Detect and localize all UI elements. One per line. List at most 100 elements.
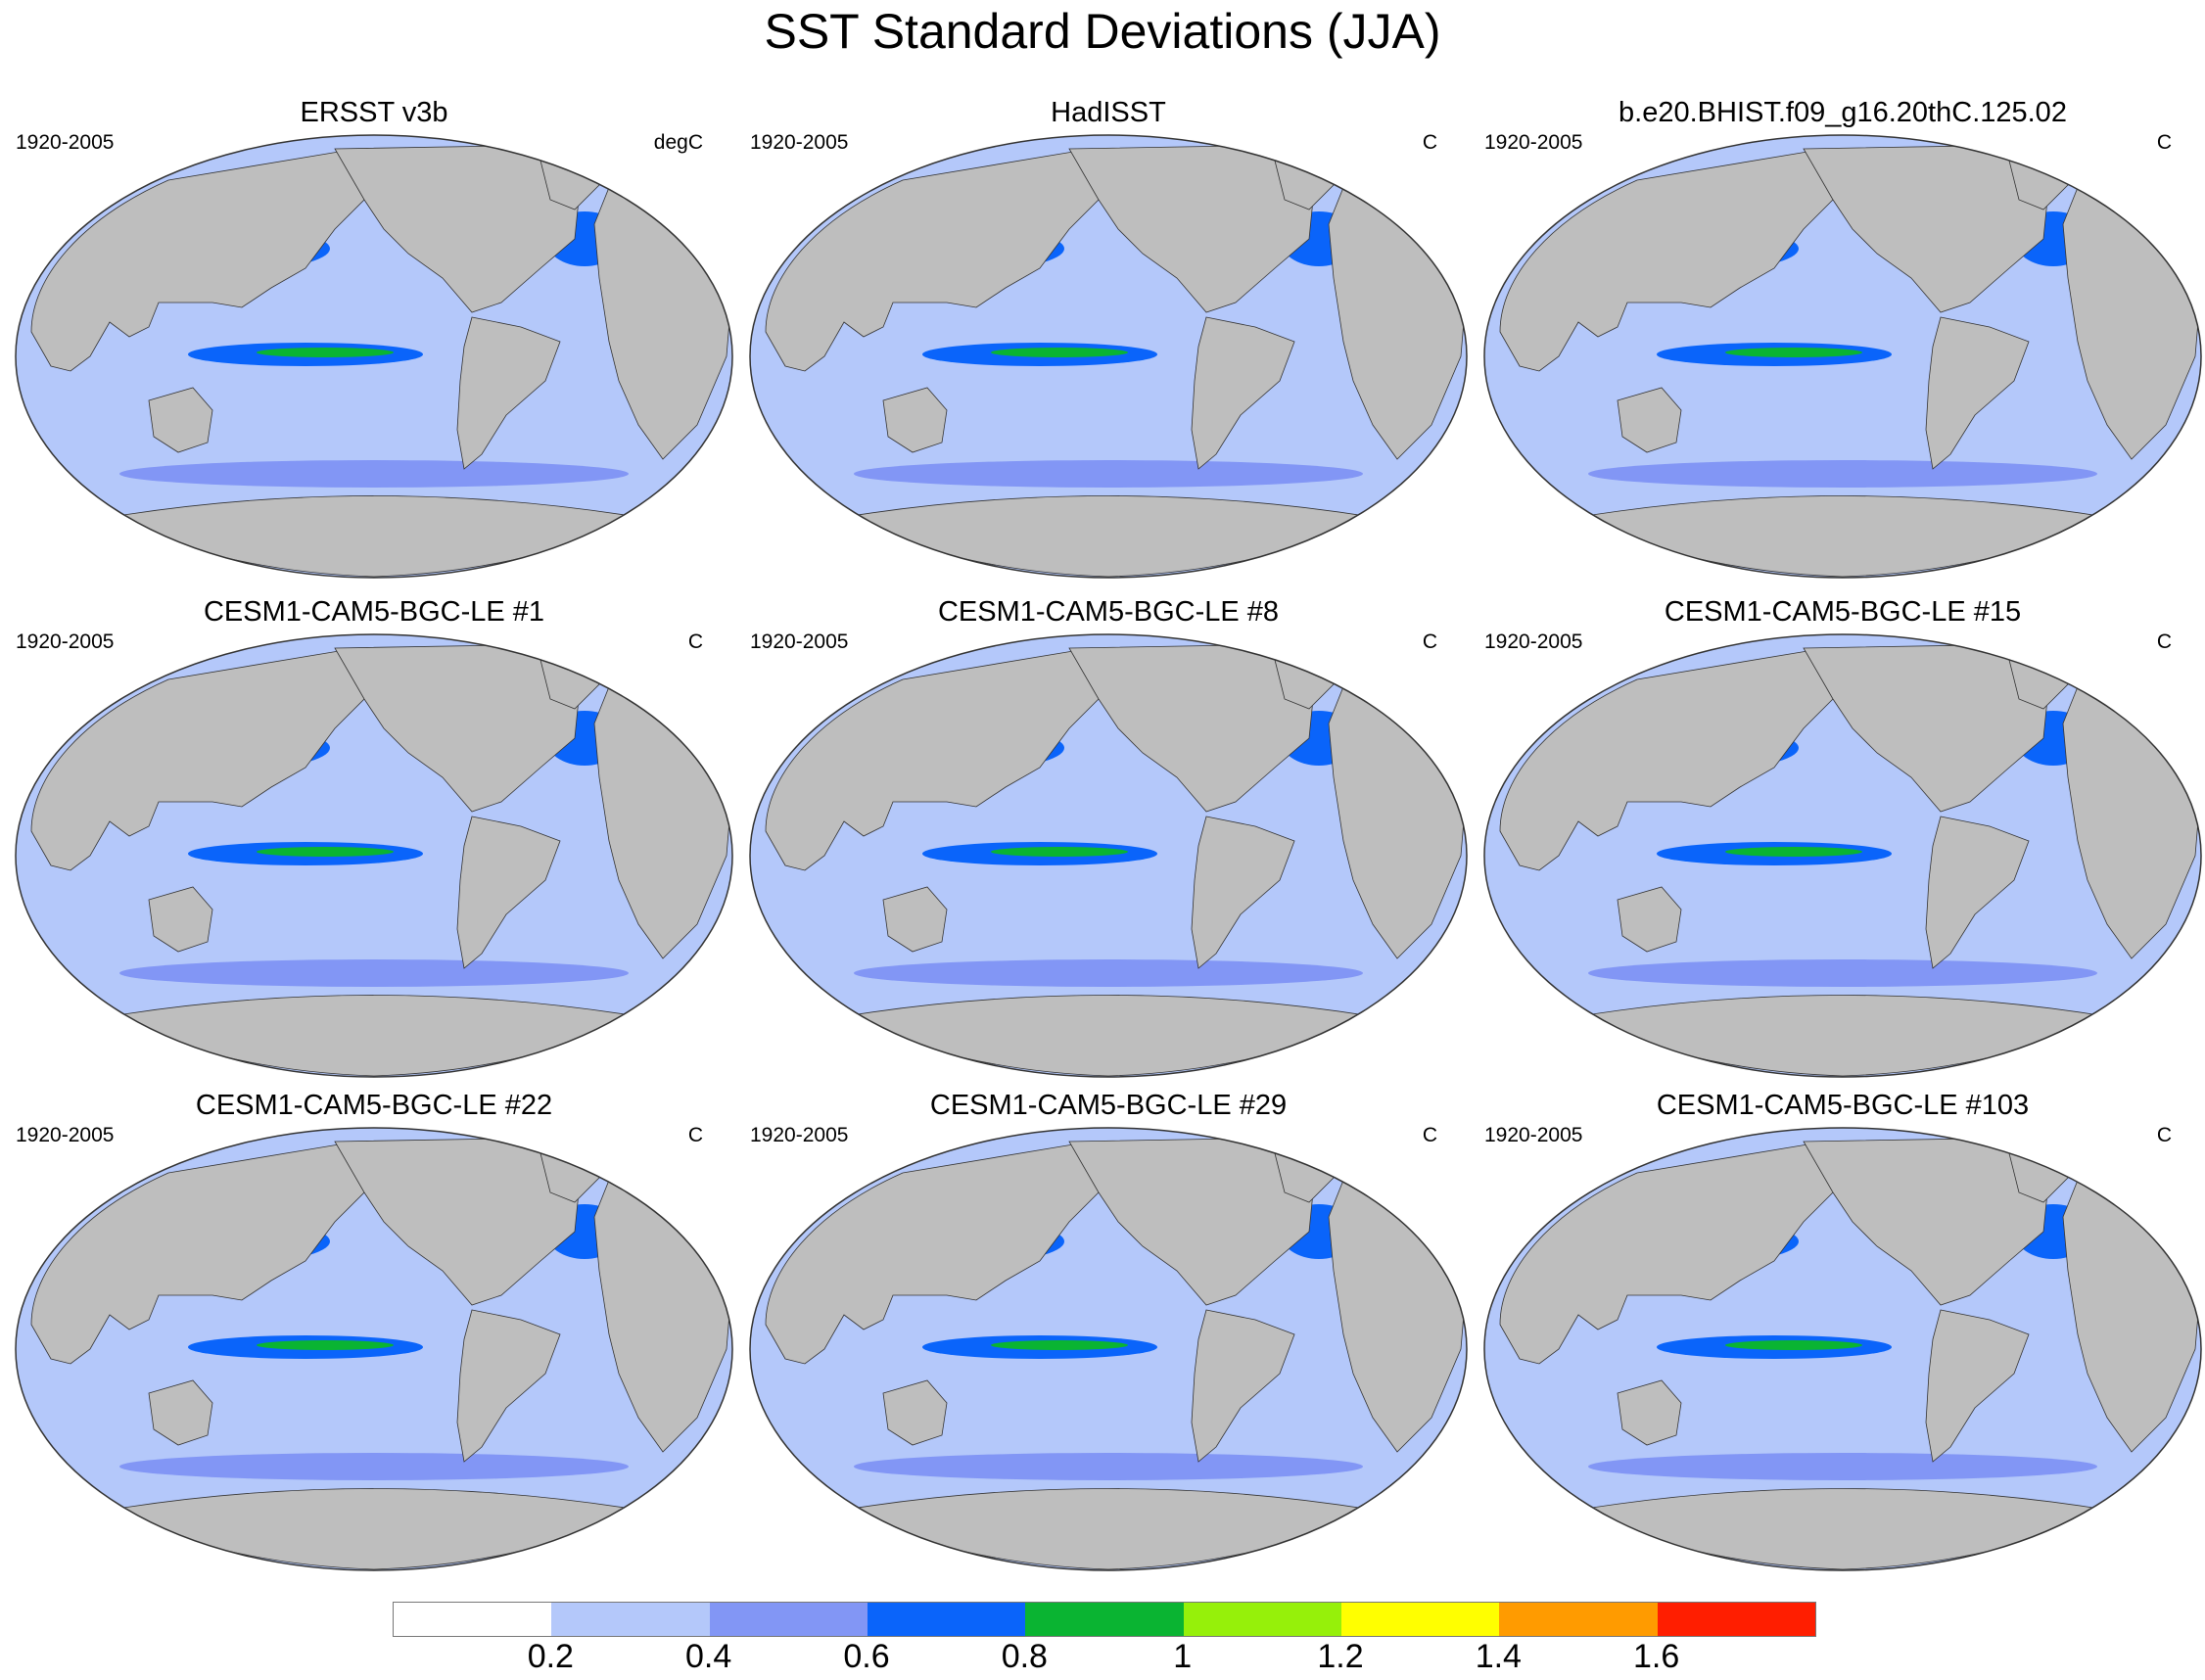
antarctica-landmass (837, 1488, 1380, 1570)
southern-ocean-band (119, 1453, 629, 1480)
map-panel-le-22: CESM1-CAM5-BGC-LE #22 1920-2005 C (6, 1089, 742, 1578)
map-panel-ersst: ERSST v3b 1920-2005 degC (6, 96, 742, 585)
asia-landmass (765, 649, 1109, 871)
asia-landmass (30, 649, 375, 871)
asia-landmass (765, 1143, 1109, 1365)
map-border (15, 134, 733, 579)
southern-ocean-band (1588, 959, 2097, 987)
australia-landmass (148, 1379, 213, 1446)
map-border (15, 633, 733, 1078)
panel-title: CESM1-CAM5-BGC-LE #8 (937, 596, 1280, 628)
map-border (749, 1127, 1468, 1571)
asia-landmass (30, 1143, 375, 1365)
world-map (15, 633, 733, 1078)
panel-period: 1920-2005 (750, 1124, 849, 1146)
colorbar-box (867, 1603, 1026, 1636)
panel-period: 1920-2005 (1484, 1124, 1583, 1146)
equatorial-pacific-core (991, 847, 1128, 857)
south-america-landmass (1191, 316, 1295, 470)
panel-title: HadISST (1051, 97, 1166, 128)
colorbar-box (551, 1603, 710, 1636)
antarctica-landmass (103, 1488, 645, 1570)
colorbar-box (1657, 1603, 1815, 1636)
australia-landmass (882, 387, 948, 453)
panel-title: CESM1-CAM5-BGC-LE #22 (195, 1090, 553, 1121)
colorbar-box (394, 1603, 552, 1636)
colorbar-label: 1.4 (1475, 1638, 1522, 1675)
south-america-landmass (456, 816, 561, 969)
antarctica-landmass (103, 495, 645, 578)
panel-units: C (2156, 630, 2172, 653)
map-panel-le-103: CESM1-CAM5-BGC-LE #103 1920-2005 C (1475, 1089, 2205, 1578)
panel-units: degC (653, 131, 703, 154)
asia-landmass (765, 150, 1109, 372)
panel-title: CESM1-CAM5-BGC-LE #103 (1656, 1090, 2030, 1121)
southern-ocean-band (854, 1453, 1363, 1480)
panel-units: C (1422, 1124, 1437, 1146)
australia-landmass (148, 886, 213, 953)
antarctica-landmass (837, 995, 1380, 1077)
southern-ocean-band (854, 460, 1363, 488)
colorbar-box (709, 1603, 868, 1636)
map-border (749, 134, 1468, 579)
equatorial-pacific-core (991, 1340, 1128, 1350)
south-america-landmass (456, 1309, 561, 1463)
equatorial-pacific-core (1725, 847, 1862, 857)
map-panel-le-8: CESM1-CAM5-BGC-LE #8 1920-2005 C (740, 595, 1477, 1085)
australia-landmass (1617, 1379, 1682, 1446)
map-panel-le-29: CESM1-CAM5-BGC-LE #29 1920-2005 C (740, 1089, 1477, 1578)
equatorial-pacific-core (257, 348, 394, 357)
panel-units: C (1422, 630, 1437, 653)
panel-period: 1920-2005 (16, 1124, 115, 1146)
colorbar-box (1499, 1603, 1658, 1636)
australia-landmass (882, 1379, 948, 1446)
panel-title: b.e20.BHIST.f09_g16.20thC.125.02 (1619, 97, 2067, 128)
colorbar-label: 1.6 (1633, 1638, 1680, 1675)
world-map (1483, 633, 2202, 1078)
panel-title: CESM1-CAM5-BGC-LE #29 (929, 1090, 1288, 1121)
panel-period: 1920-2005 (16, 131, 115, 154)
colorbar-label: 1.2 (1317, 1638, 1364, 1675)
antarctica-landmass (1572, 1488, 2114, 1570)
australia-landmass (1617, 387, 1682, 453)
equatorial-pacific-core (257, 1340, 394, 1350)
map-border (1483, 134, 2202, 579)
panel-title: CESM1-CAM5-BGC-LE #1 (203, 596, 545, 628)
equatorial-pacific-core (1725, 1340, 1862, 1350)
antarctica-landmass (1572, 995, 2114, 1077)
world-map (1483, 1127, 2202, 1571)
world-map (749, 134, 1468, 579)
map-border (1483, 633, 2202, 1078)
map-panel-hadisst: HadISST 1920-2005 C (740, 96, 1477, 585)
panel-period: 1920-2005 (750, 630, 849, 653)
asia-landmass (1499, 1143, 1844, 1365)
antarctica-landmass (837, 495, 1380, 578)
colorbar-label: 0.2 (527, 1638, 574, 1675)
south-america-landmass (1191, 1309, 1295, 1463)
world-map (749, 633, 1468, 1078)
figure-title: SST Standard Deviations (JJA) (764, 4, 1441, 59)
colorbar (393, 1602, 1816, 1637)
panel-period: 1920-2005 (1484, 630, 1583, 653)
panel-title: CESM1-CAM5-BGC-LE #15 (1664, 596, 2022, 628)
map-border (1483, 1127, 2202, 1571)
map-border (749, 633, 1468, 1078)
panel-title: ERSST v3b (300, 97, 448, 128)
equatorial-pacific-core (991, 348, 1128, 357)
panel-units: C (687, 630, 703, 653)
asia-landmass (30, 150, 375, 372)
panel-period: 1920-2005 (1484, 131, 1583, 154)
world-map (15, 134, 733, 579)
southern-ocean-band (1588, 460, 2097, 488)
panel-units: C (2156, 131, 2172, 154)
south-america-landmass (1191, 816, 1295, 969)
colorbar-label: 1 (1173, 1638, 1193, 1675)
southern-ocean-band (854, 959, 1363, 987)
australia-landmass (148, 387, 213, 453)
australia-landmass (1617, 886, 1682, 953)
map-panel-le-15: CESM1-CAM5-BGC-LE #15 1920-2005 C (1475, 595, 2205, 1085)
world-map (749, 1127, 1468, 1571)
antarctica-landmass (1572, 495, 2114, 578)
panel-units: C (687, 1124, 703, 1146)
panel-period: 1920-2005 (16, 630, 115, 653)
